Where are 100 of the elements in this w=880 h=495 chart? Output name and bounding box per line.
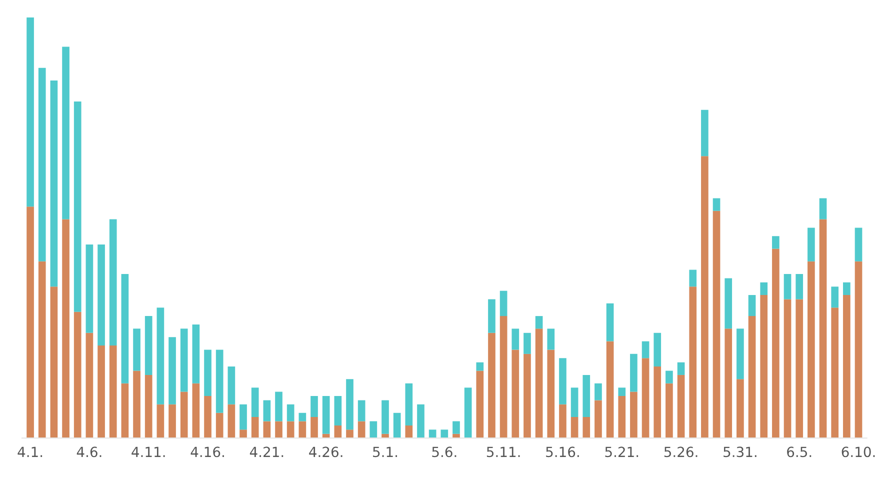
- bar: [701, 156, 708, 438]
- bar: [618, 388, 626, 396]
- bar: [428, 430, 436, 438]
- x-tick-label: 4.6.: [76, 446, 102, 458]
- bar: [86, 244, 94, 333]
- bar: [26, 206, 34, 438]
- bar: [192, 383, 200, 438]
- bar: [156, 404, 164, 438]
- bar: [500, 290, 508, 316]
- bar: [180, 392, 188, 438]
- bar: [121, 274, 129, 384]
- bar: [724, 278, 732, 329]
- bar: [144, 374, 152, 438]
- bar: [547, 328, 555, 350]
- bar: [689, 286, 697, 438]
- bar: [831, 286, 839, 308]
- bar: [618, 396, 626, 438]
- bar: [86, 332, 94, 438]
- bar: [582, 417, 590, 438]
- bar: [358, 421, 366, 438]
- bar: [334, 425, 342, 438]
- bar: [156, 308, 164, 404]
- bar: [736, 379, 744, 438]
- bar: [417, 404, 424, 438]
- bar: [216, 412, 224, 438]
- bar: [642, 358, 650, 438]
- bar: [512, 328, 520, 350]
- bar: [760, 282, 768, 296]
- bar: [606, 303, 614, 342]
- x-tick-label: 5.21.: [605, 446, 638, 458]
- bar: [133, 370, 140, 438]
- x-tick-label: 4.16.: [190, 446, 224, 458]
- bar: [748, 316, 756, 438]
- bar: [62, 46, 70, 220]
- bar: [535, 328, 543, 438]
- bar: [582, 374, 590, 418]
- x-tick-label: 5.11.: [486, 446, 520, 458]
- bar: [784, 274, 792, 300]
- bar: [831, 308, 839, 438]
- bar: [642, 341, 650, 358]
- bar: [500, 316, 508, 438]
- bar: [109, 346, 117, 438]
- bar: [228, 404, 236, 438]
- bar: [689, 270, 697, 287]
- bar: [594, 383, 602, 400]
- bar: [808, 228, 815, 262]
- bar: [121, 383, 129, 438]
- bar: [677, 374, 685, 438]
- bar: [808, 261, 815, 438]
- bar: [464, 388, 472, 438]
- bar: [476, 370, 484, 438]
- bar: [240, 404, 247, 430]
- bar: [570, 417, 578, 438]
- bar: [854, 228, 862, 262]
- bar: [240, 430, 247, 438]
- x-tick-label: 5.31.: [724, 446, 756, 458]
- bar: [346, 430, 354, 438]
- bar: [358, 400, 366, 422]
- bar: [180, 328, 188, 392]
- bar: [50, 80, 58, 287]
- bar: [701, 110, 708, 156]
- bar: [488, 332, 496, 438]
- bar: [476, 362, 484, 371]
- bar: [843, 295, 850, 438]
- bar: [62, 219, 70, 438]
- bar: [334, 396, 342, 426]
- bar: [74, 101, 82, 312]
- bar: [570, 388, 578, 418]
- bar: [144, 316, 152, 375]
- bar: [819, 198, 827, 220]
- bar: [712, 198, 720, 211]
- x-tick-label: 5.16.: [546, 446, 579, 458]
- bar: [772, 248, 780, 438]
- bar: [784, 299, 792, 438]
- x-tick-label: 5.26.: [664, 446, 698, 458]
- bar: [677, 362, 685, 375]
- bar: [843, 282, 850, 296]
- bar: [370, 421, 378, 438]
- bar: [405, 425, 413, 438]
- bar: [228, 366, 236, 404]
- bar: [168, 337, 176, 404]
- bar: [559, 358, 566, 404]
- bar: [346, 379, 354, 430]
- bar: [275, 392, 282, 422]
- bar: [512, 350, 520, 438]
- bar: [405, 383, 413, 426]
- bar: [524, 332, 531, 354]
- bar: [488, 299, 496, 333]
- bar: [98, 244, 105, 346]
- bar: [298, 421, 306, 438]
- bar: [275, 421, 282, 438]
- bar: [192, 324, 200, 384]
- bar: [38, 261, 46, 438]
- bar: [524, 354, 531, 438]
- bar: [736, 328, 744, 380]
- bar: [133, 328, 140, 371]
- bar: [547, 350, 555, 438]
- bar: [393, 412, 401, 438]
- bar: [310, 417, 318, 438]
- x-tick-label: 6.10.: [842, 446, 875, 458]
